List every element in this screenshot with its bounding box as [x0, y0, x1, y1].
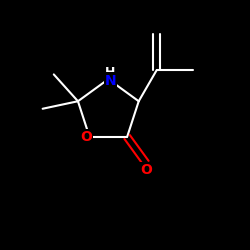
Text: O: O [140, 163, 152, 177]
Text: O: O [80, 130, 92, 144]
Text: H: H [105, 66, 116, 79]
Text: N: N [105, 74, 116, 88]
